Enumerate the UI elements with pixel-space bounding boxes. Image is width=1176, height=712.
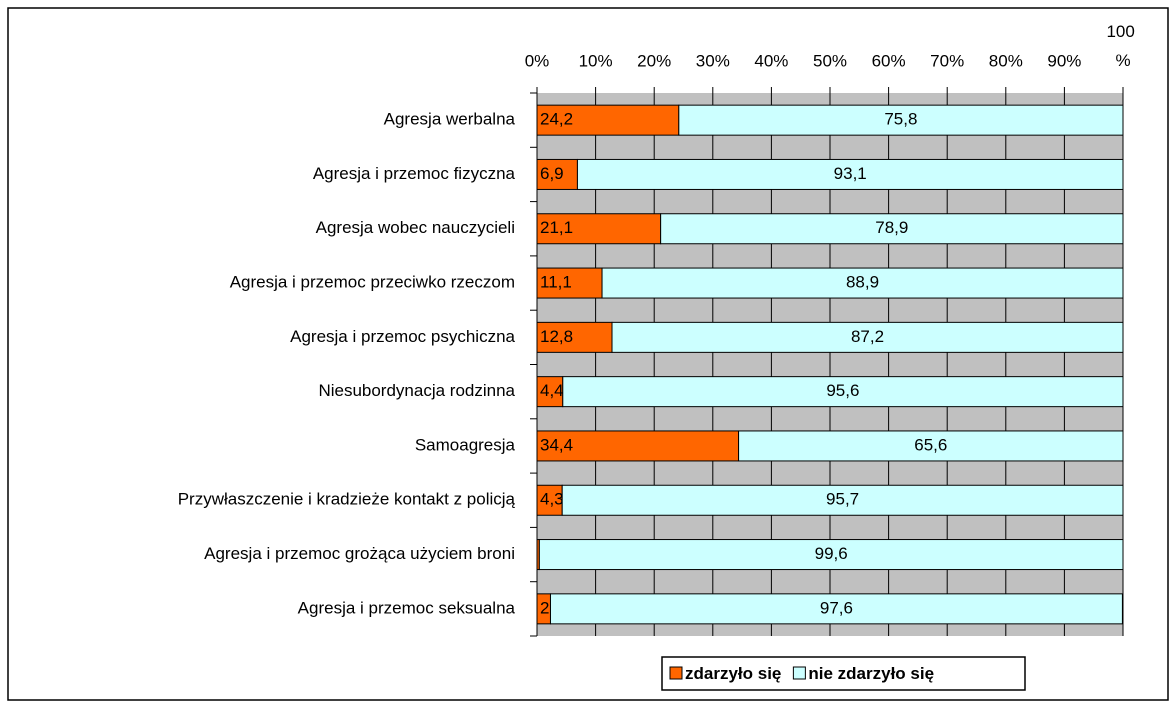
y-tick-label: Agresja wobec nauczycieli bbox=[316, 218, 515, 237]
data-label: 34,4 bbox=[540, 435, 573, 454]
x-tick-label-part: % bbox=[1115, 51, 1130, 70]
data-label: 99,6 bbox=[815, 544, 848, 563]
x-tick-label: 40% bbox=[754, 51, 788, 70]
bar-segment bbox=[536, 213, 662, 245]
data-label: 4,4 bbox=[540, 381, 564, 400]
y-tick-label: Agresja i przemoc psychiczna bbox=[290, 327, 515, 346]
data-label: 95,7 bbox=[826, 490, 859, 509]
data-label: 24,2 bbox=[540, 110, 573, 129]
data-label: 65,6 bbox=[914, 435, 947, 454]
data-label: 4,3 bbox=[540, 490, 564, 509]
data-label: 93,1 bbox=[834, 164, 867, 183]
legend-swatch bbox=[669, 666, 683, 680]
y-tick-label: Agresja i przemoc fizyczna bbox=[313, 164, 516, 183]
legend-box bbox=[661, 656, 1026, 691]
data-label: 11,1 bbox=[540, 273, 572, 292]
bar-segment bbox=[678, 104, 1124, 136]
bar-segment bbox=[576, 158, 1124, 190]
bar-segment bbox=[536, 104, 680, 136]
y-tick-label: Niesubordynacja rodzinna bbox=[318, 381, 515, 400]
legend-label: nie zdarzyło się bbox=[808, 664, 934, 683]
x-tick-label: 50% bbox=[813, 51, 847, 70]
x-tick-label: 90% bbox=[1047, 51, 1081, 70]
x-tick-label: 60% bbox=[872, 51, 906, 70]
bar-segment bbox=[611, 321, 1124, 353]
data-label: 6,9 bbox=[540, 164, 564, 183]
data-label: 95,6 bbox=[826, 381, 859, 400]
bar-segment bbox=[536, 430, 740, 462]
bar-segment bbox=[536, 267, 603, 299]
y-tick-label: Agresja i przemoc grożąca użyciem broni bbox=[204, 544, 515, 563]
data-label: 75,8 bbox=[884, 110, 917, 129]
data-label: 78,9 bbox=[875, 218, 908, 237]
data-label: 21,1 bbox=[540, 218, 573, 237]
x-tick-label-part: 100 bbox=[1106, 22, 1139, 41]
bar-segment bbox=[562, 376, 1124, 408]
y-tick-label: Agresja werbalna bbox=[384, 110, 516, 129]
bar-segment bbox=[536, 376, 564, 408]
bar-segment bbox=[738, 430, 1124, 462]
y-tick-label: Przywłaszczenie i kradzieże kontakt z po… bbox=[178, 490, 516, 509]
y-tick-label: Samoagresja bbox=[415, 435, 516, 454]
y-tick-label: Agresja i przemoc seksualna bbox=[298, 598, 516, 617]
bar-segment bbox=[561, 484, 1124, 516]
x-tick-label: 10% bbox=[579, 51, 613, 70]
x-tick-label: 100 % bbox=[1106, 22, 1139, 70]
x-tick-label: 70% bbox=[930, 51, 964, 70]
bar-segment bbox=[536, 321, 613, 353]
x-tick-label: 80% bbox=[989, 51, 1023, 70]
data-label: 88,9 bbox=[846, 273, 879, 292]
x-tick-label: 30% bbox=[696, 51, 730, 70]
bar-segment bbox=[660, 213, 1124, 245]
x-tick-label: 20% bbox=[637, 51, 671, 70]
data-label: 87,2 bbox=[851, 327, 884, 346]
x-tick-label: 0% bbox=[525, 51, 550, 70]
y-tick-label: Agresja i przemoc przeciwko rzeczom bbox=[230, 273, 515, 292]
data-label: 12,8 bbox=[540, 327, 573, 346]
legend-swatch bbox=[792, 666, 806, 680]
legend-label: zdarzyło się bbox=[685, 664, 781, 683]
bar-segment bbox=[601, 267, 1124, 299]
bar-segment bbox=[549, 593, 1123, 625]
data-label: 97,6 bbox=[820, 598, 853, 617]
bar-segment bbox=[536, 158, 578, 190]
bar-segment bbox=[538, 539, 1124, 571]
